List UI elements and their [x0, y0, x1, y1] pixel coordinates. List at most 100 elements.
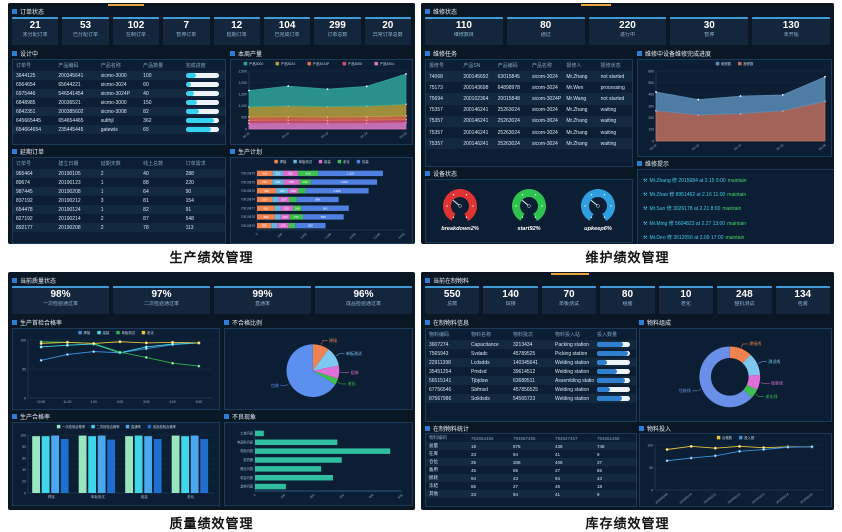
column-header[interactable]: 物料编码	[429, 435, 447, 440]
bar-segment[interactable]	[276, 188, 289, 194]
weekly-output-chart[interactable]: 0 500 1,000 1,500 2,000 2,500 02-11 02-12 02-13 0…	[230, 59, 413, 145]
table-row[interactable]: 75694 200102364 20015848 sicom-3024P Mr.Wang…	[426, 93, 632, 105]
table-row[interactable]: 35451254 Pmdsd 39614512 Welding station	[426, 367, 636, 376]
bar-segment[interactable]	[274, 214, 281, 220]
bar-segment[interactable]	[299, 179, 311, 185]
column-header[interactable]: 物料批次	[513, 332, 534, 338]
tab-indicator[interactable]	[108, 4, 144, 6]
bar[interactable]	[107, 439, 116, 493]
table-row[interactable]: 654478 20190124 1 82 91	[13, 205, 225, 214]
column-header[interactable]: 物料编码	[429, 332, 450, 338]
table-row[interactable]: 75357 200146241 25263024 sicom-3024 Mr.Zhang…	[426, 105, 632, 116]
column-header[interactable]: 794647457	[555, 435, 578, 441]
bar[interactable]	[181, 436, 190, 493]
table-row[interactable]: 6975446 546541454 sicmo-3024P 40	[13, 89, 225, 98]
table-row[interactable]: 892177 20190208 2 78 113	[13, 223, 225, 232]
column-header[interactable]: 报修人	[566, 63, 582, 69]
table-row[interactable]: 89674 20190123 1 88 220	[13, 178, 225, 187]
bar[interactable]	[171, 435, 180, 493]
legend-swatch[interactable]	[97, 330, 101, 335]
table-row[interactable]: 3607274 Capacitance 3213434 Packing station	[426, 340, 636, 349]
pie-slice[interactable]	[746, 374, 761, 390]
legend-swatch[interactable]	[91, 424, 95, 429]
table-row[interactable]: 987445 20190208 1 64 90	[13, 187, 225, 196]
table-row[interactable]: 总量 18 875 438 748	[426, 442, 636, 450]
table-row[interactable]: 75357 200146241 25263024 sicom-3024 Mr.Zhang…	[426, 127, 632, 138]
legend-swatch[interactable]	[274, 159, 278, 164]
legend-swatch[interactable]	[307, 61, 311, 66]
table-row[interactable]: 75173 200143698 64898978 sicom-3024 Mr.Wen pr…	[426, 82, 632, 93]
bar-segment[interactable]	[257, 179, 273, 185]
table-row[interactable]: 645665445 654654465 sulthjl 362	[13, 116, 225, 125]
bar-segment[interactable]	[310, 179, 378, 185]
table-row[interactable]: 75357 200146241 25263024 sicom-3024 Mr.Zhang…	[426, 115, 632, 127]
bar-segment[interactable]	[272, 179, 284, 185]
line-series[interactable]	[667, 446, 812, 462]
bar-segment[interactable]	[272, 170, 283, 177]
bar-segment[interactable]	[288, 188, 299, 194]
bar[interactable]	[255, 483, 286, 490]
repair-log-item[interactable]: ⚒ Mr.Zhao 修 8951462 at 2.16 11:00 maintain	[643, 191, 834, 198]
table-row[interactable]: 74068 200145692 63015845 sicom-3024 Mr.Zhang…	[426, 71, 632, 83]
bar-segment[interactable]	[298, 188, 306, 194]
column-header[interactable]: 产品数量	[143, 63, 164, 69]
tab-indicator[interactable]	[551, 273, 589, 275]
bar-segment[interactable]	[274, 205, 281, 211]
column-header[interactable]: 订单需求	[185, 161, 206, 167]
legend-swatch[interactable]	[337, 159, 342, 164]
legend-swatch[interactable]	[356, 159, 361, 164]
bar-segment[interactable]	[283, 179, 300, 185]
pie-slice[interactable]	[742, 354, 761, 376]
bar[interactable]	[97, 435, 106, 493]
table-row[interactable]: 837192 20190212 3 81 154	[13, 196, 225, 205]
table-row[interactable]: 827192 20190214 2 87 548	[13, 214, 225, 223]
table-row[interactable]: 67756546 Sbfmsd 457856525 Welding station	[426, 385, 636, 394]
defect-phenomena-svg[interactable]: 0 100 200 300 400 500 工装问题电源料问题电阻问题散热器螺丝问题电容问题…	[225, 423, 412, 505]
bar[interactable]	[200, 439, 209, 493]
bar[interactable]	[255, 466, 322, 472]
bar-segment[interactable]	[295, 222, 326, 229]
table-row[interactable]: 22911398 Lcdsdds 140345641 Welding station	[426, 358, 636, 367]
table-row[interactable]: 7565943 Svdadc 45789525 Picking station	[426, 349, 636, 358]
bar[interactable]	[255, 474, 333, 481]
bar-segment[interactable]	[257, 214, 275, 220]
column-header[interactable]: 产品编码	[58, 63, 79, 69]
bar-segment[interactable]	[278, 196, 290, 203]
column-header[interactable]: 报修号	[429, 63, 445, 69]
column-header[interactable]: 物料名称	[471, 332, 492, 338]
bar-segment[interactable]	[292, 205, 302, 211]
table-row[interactable]: 6564654 65644221 sicmo-3024 60	[13, 80, 225, 89]
repair-log-item[interactable]: ⚒ Mr.Deo 修 3612056 at 3.09 17:00 maintain	[643, 234, 834, 241]
bar-segment[interactable]	[318, 170, 383, 177]
bar-segment[interactable]	[257, 188, 277, 194]
pie-slice[interactable]	[312, 344, 329, 371]
production-plan-chart[interactable]: 0 500 1,000 1,500 2,000 2,500 3,000 70010875 320…	[230, 157, 413, 244]
column-header[interactable]: 产品SN	[463, 63, 481, 69]
legend-swatch[interactable]	[374, 61, 378, 66]
legend-swatch[interactable]	[147, 424, 152, 429]
material-input-line-chart[interactable]: 0 50 100 2019/02/09 2019/02/10 2019/02/11 2019…	[639, 433, 832, 507]
bar[interactable]	[144, 436, 153, 493]
table-row[interactable]: 冻结 65 27 45 18	[426, 482, 636, 490]
column-header[interactable]: 建立日期	[58, 161, 79, 167]
table-row[interactable]: 56515141 Tjbjdsw 63689511 Assembling statio…	[426, 376, 636, 385]
column-header[interactable]: 产品名称	[100, 63, 121, 69]
production-plan-svg[interactable]: 0 500 1,000 1,500 2,000 2,500 3,000 70010875 320…	[231, 158, 412, 243]
bar[interactable]	[190, 435, 199, 493]
legend-swatch[interactable]	[275, 61, 280, 66]
pass-rate-bar-chart[interactable]: 0 20 40 60 80 100 焊接 单板测试 组装 老化 一次检验合格率 二次检验合格率 直通率 成…	[12, 422, 220, 506]
legend-swatch[interactable]	[141, 330, 146, 335]
legend-swatch[interactable]	[716, 435, 721, 440]
pie-slice[interactable]	[312, 370, 338, 385]
legend-swatch[interactable]	[243, 61, 248, 66]
legend-swatch[interactable]	[715, 61, 720, 66]
column-header[interactable]: 754651456	[597, 435, 620, 441]
column-header[interactable]: 794567455	[513, 435, 536, 441]
table-row[interactable]: 在库 23 94 41 9	[426, 450, 636, 458]
table-row[interactable]: 3644125 200345641 sicmo-3000 100	[13, 71, 225, 80]
table-row[interactable]: 87567986 Solidsds 54565723 Welding station	[426, 394, 636, 403]
tab-indicator[interactable]	[581, 4, 611, 6]
bar-segment[interactable]	[272, 196, 279, 203]
